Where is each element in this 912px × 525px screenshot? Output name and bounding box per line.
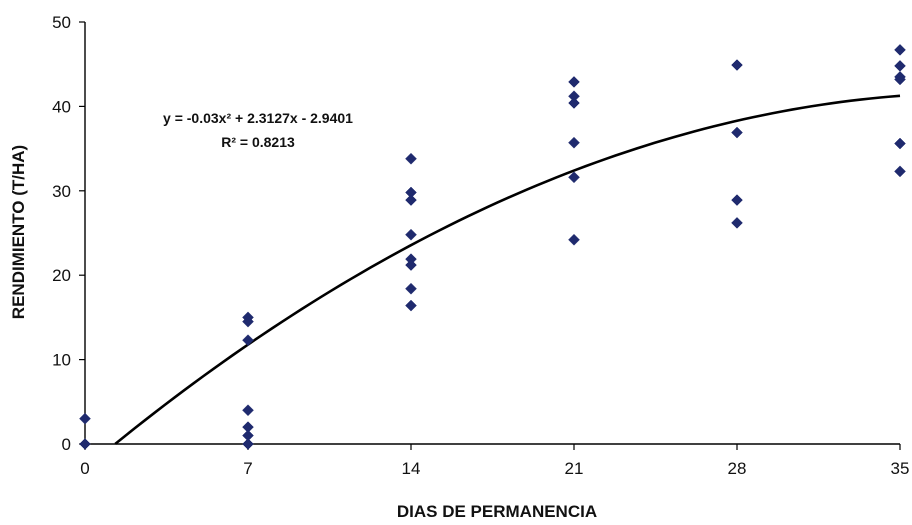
data-point (894, 73, 906, 86)
data-point (405, 152, 417, 165)
data-point (405, 282, 417, 295)
y-tick-label: 0 (62, 435, 71, 454)
trendline-group (114, 94, 901, 445)
x-tick-label: 21 (565, 459, 584, 478)
data-point (894, 60, 906, 72)
data-point (894, 165, 906, 178)
data-point (242, 315, 254, 328)
x-axis-title: DIAS DE PERMANENCIA (397, 502, 597, 521)
y-axis-title: RENDIMIENTO (T/HA) (9, 145, 28, 319)
data-point (894, 43, 906, 56)
data-point (568, 76, 580, 88)
data-points (79, 43, 906, 450)
data-point (568, 136, 580, 149)
y-tick-labels: 0 10 20 30 40 50 (52, 13, 71, 454)
data-point (405, 228, 417, 241)
data-point (242, 404, 254, 417)
data-point (568, 97, 580, 109)
x-tick-label: 14 (402, 459, 421, 478)
y-axis (79, 21, 86, 445)
x-axis (84, 443, 901, 450)
data-point (242, 438, 254, 450)
trendline-equation: y = -0.03x² + 2.3127x - 2.9401 (163, 110, 353, 126)
data-point (568, 233, 580, 246)
data-point (242, 334, 254, 347)
data-point (894, 137, 906, 150)
r-squared-label: R² = 0.8213 (221, 134, 295, 150)
x-tick-label: 0 (80, 459, 89, 478)
data-point (731, 126, 743, 139)
y-tick-label: 40 (52, 97, 71, 116)
y-tick-label: 10 (52, 351, 71, 370)
data-point (731, 217, 743, 229)
x-tick-label: 35 (891, 459, 910, 478)
data-point (568, 171, 580, 184)
y-tick-label: 20 (52, 266, 71, 285)
x-tick-label: 7 (243, 459, 252, 478)
y-tick-label: 30 (52, 182, 71, 201)
x-tick-labels: 0 7 14 21 28 35 (80, 459, 909, 478)
data-point (79, 438, 91, 450)
data-point (405, 259, 417, 271)
y-tick-label: 50 (52, 13, 71, 32)
x-tick-label: 28 (728, 459, 747, 478)
data-point (405, 299, 417, 312)
data-point (405, 194, 417, 206)
data-point (731, 194, 743, 206)
trendline-curve (114, 94, 901, 445)
data-point (731, 59, 743, 71)
data-point (79, 412, 91, 425)
